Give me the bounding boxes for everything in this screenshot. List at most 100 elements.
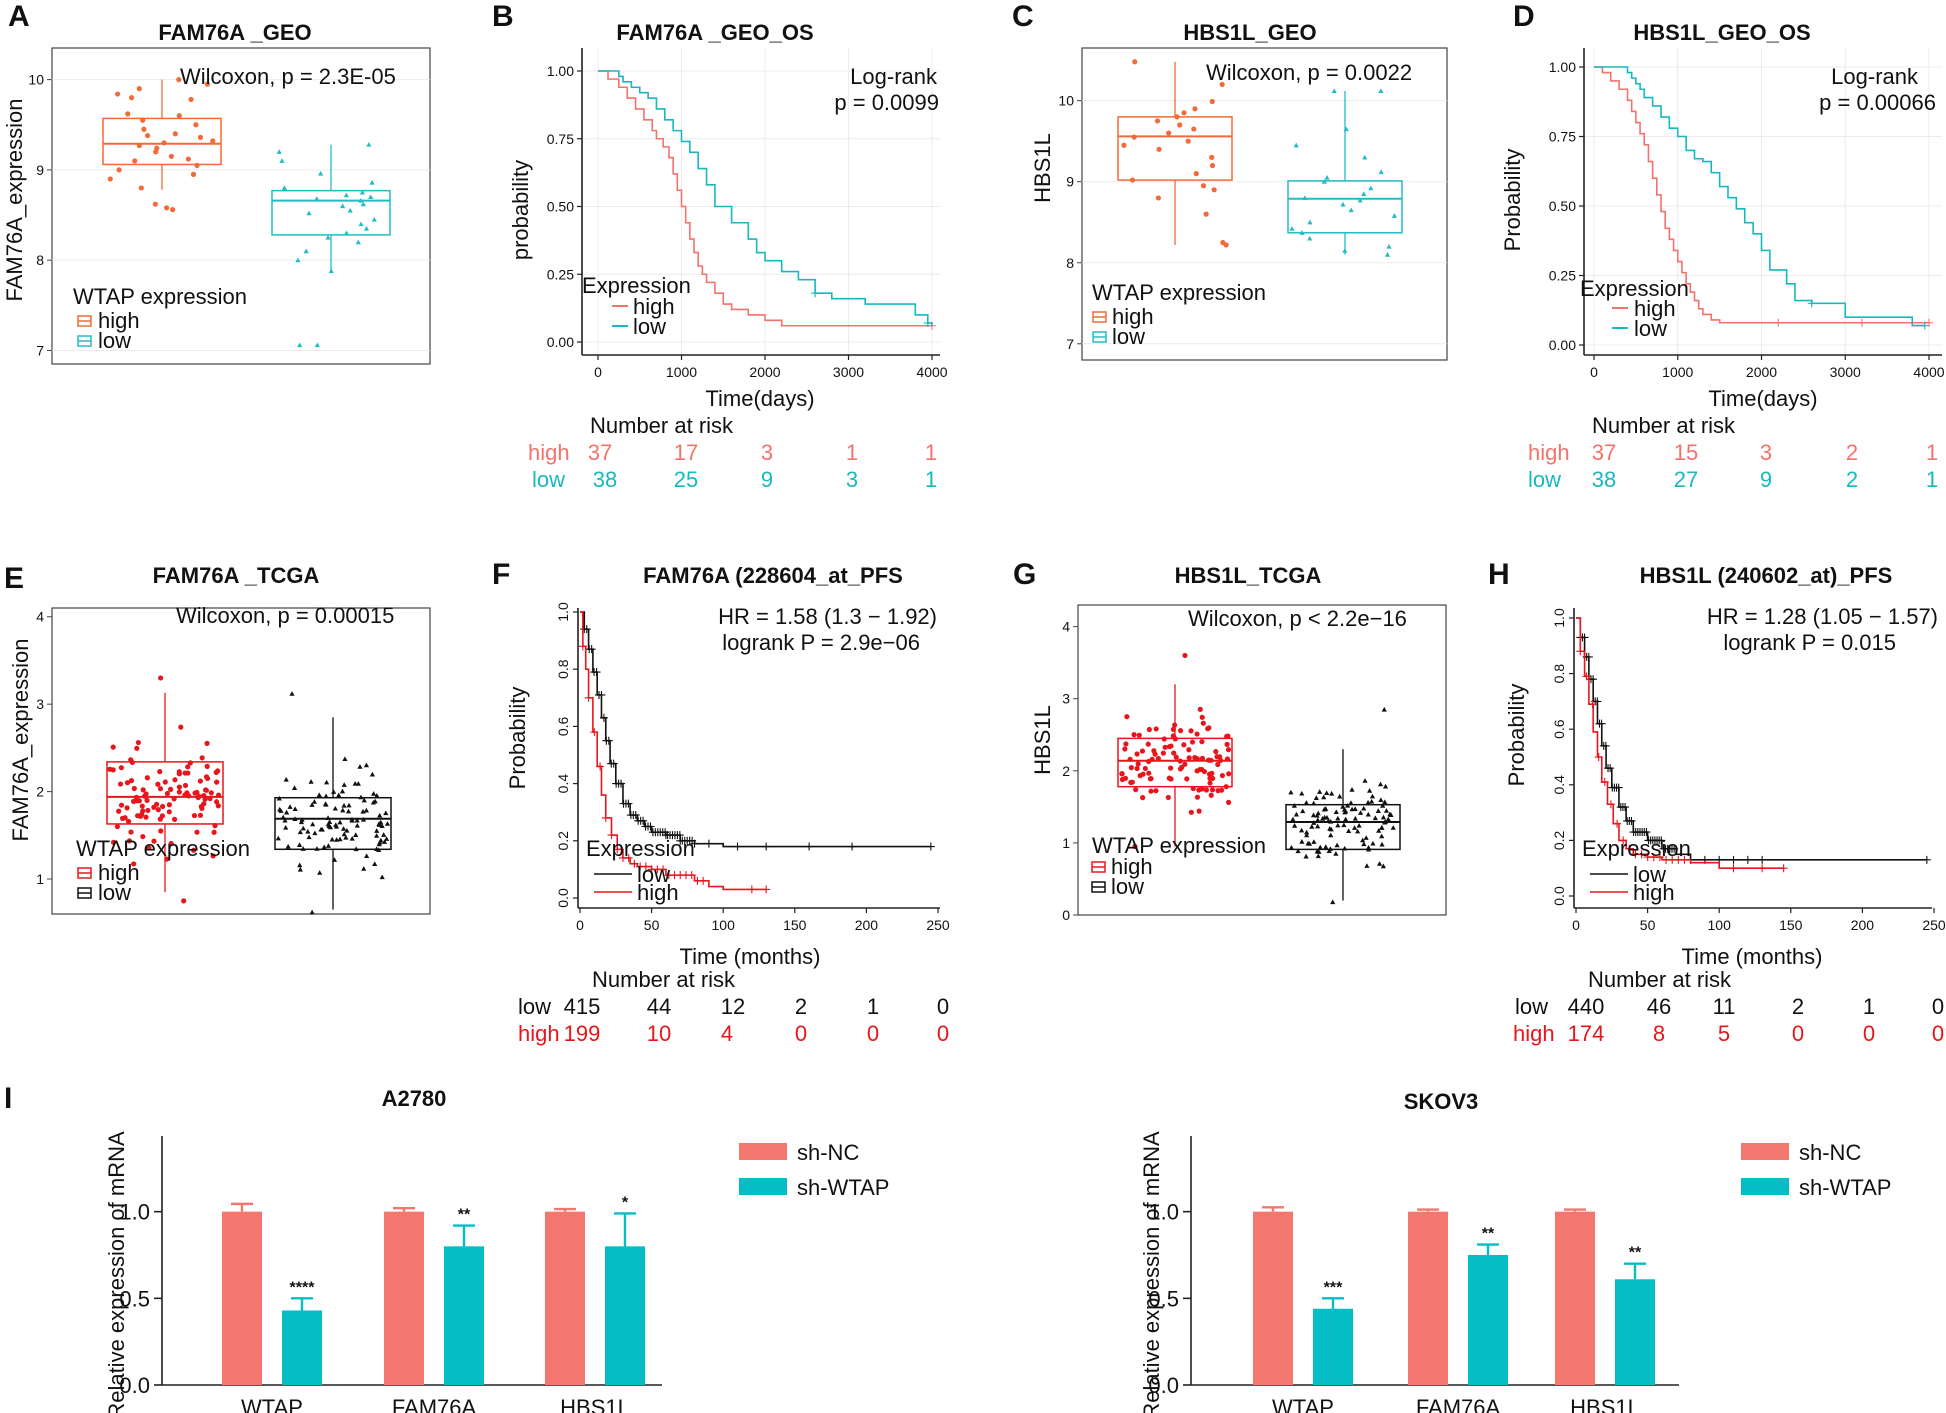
data-point: [136, 142, 142, 149]
panel-i-ylabel: Relative expression of mRNA: [104, 1131, 129, 1413]
data-point: [276, 795, 282, 801]
censor-mark: [1613, 819, 1622, 828]
data-point: [369, 771, 376, 777]
panel-e-stat: Wilcoxon, p = 0.00015: [176, 603, 394, 628]
data-point: [1311, 839, 1317, 844]
panel-letter-e: E: [4, 562, 24, 595]
data-point: [170, 207, 176, 213]
data-point: [284, 809, 290, 815]
data-point: [1188, 809, 1194, 815]
data-point: [358, 794, 364, 800]
data-point: [1223, 242, 1229, 248]
censor-mark: [1619, 836, 1628, 845]
data-point: [135, 813, 141, 819]
data-point: [1200, 183, 1207, 189]
data-point: [332, 805, 338, 811]
data-point: [164, 856, 170, 862]
data-point: [1299, 839, 1305, 844]
data-point: [1209, 154, 1215, 161]
panel-d-legend-high: high: [1612, 296, 1676, 321]
data-point: [186, 793, 192, 799]
data-point: [199, 755, 205, 761]
censor-mark: [639, 816, 648, 825]
risk-value: 11: [1713, 994, 1736, 1019]
data-point: [355, 239, 361, 245]
data-point: [1379, 825, 1385, 830]
data-point: [325, 815, 331, 820]
data-point: [188, 96, 194, 103]
data-point: [203, 787, 209, 793]
censor-mark: [805, 842, 814, 851]
data-point: [140, 833, 146, 840]
data-point: [1343, 816, 1349, 822]
data-point: [204, 81, 210, 87]
data-point: [141, 126, 147, 132]
data-point: [211, 829, 217, 835]
y-tick-label: 0.00: [1549, 337, 1576, 353]
legend-swatch-sh-wtap: [1741, 1178, 1789, 1195]
data-point: [1380, 803, 1386, 808]
risk-value: 1: [1863, 994, 1875, 1019]
panel-a-legend-title: WTAP expression: [73, 284, 247, 309]
panel-h-ylabel: Probability: [1504, 684, 1529, 787]
data-point: [1128, 765, 1134, 771]
y-tick-label: 10: [28, 72, 44, 88]
data-point: [305, 828, 311, 834]
data-point: [1303, 800, 1309, 805]
data-point: [157, 816, 163, 822]
y-tick-label: 3: [1062, 691, 1070, 707]
data-point: [306, 210, 312, 216]
error-bar: [1477, 1243, 1499, 1255]
data-point: [371, 791, 377, 796]
data-point: [1315, 823, 1321, 829]
data-point: [374, 833, 380, 838]
data-point: [1124, 714, 1130, 720]
censor-mark: [926, 842, 935, 851]
data-point: [1341, 806, 1348, 812]
data-point: [1215, 761, 1221, 768]
data-point: [1219, 81, 1225, 88]
x-tick-label: 2000: [1746, 364, 1777, 380]
data-point: [331, 857, 338, 862]
panel-b-xlabel: Time(days): [705, 386, 814, 411]
censor-mark: [604, 736, 613, 745]
data-point: [1224, 741, 1230, 747]
data-point: [376, 841, 382, 847]
y-tick-label: 0.0: [1551, 886, 1567, 906]
data-point: [1170, 733, 1176, 739]
risk-value: 415: [564, 994, 601, 1019]
data-point: [1189, 739, 1196, 745]
data-point: [178, 724, 184, 730]
data-point: [289, 691, 295, 696]
panel-i-title: SKOV3: [1404, 1089, 1479, 1114]
data-point: [1289, 226, 1295, 231]
data-point: [1360, 837, 1366, 843]
bar-sh-WTAP-FAM76A: [444, 1246, 484, 1385]
data-point: [125, 111, 131, 117]
censor-mark: [704, 839, 713, 848]
data-point: [215, 768, 221, 774]
y-tick-label: 0.6: [555, 716, 571, 736]
data-point: [297, 866, 303, 872]
data-point: [379, 874, 385, 880]
risk-label-high: high: [1528, 440, 1570, 465]
legend-swatch-sh-nc: [1741, 1143, 1789, 1160]
panel-d-legend-low: low: [1612, 316, 1667, 341]
data-point: [342, 756, 348, 762]
data-point: [1156, 146, 1162, 152]
data-point: [210, 853, 216, 859]
data-point: [151, 804, 157, 810]
data-point: [1153, 788, 1159, 794]
data-point: [1387, 811, 1393, 817]
panel-g-legend-title: WTAP expression: [1092, 833, 1266, 858]
data-point: [158, 828, 164, 834]
data-point: [379, 823, 385, 828]
panel-letter-i: I: [4, 1082, 12, 1115]
x-tick-label: 1000: [666, 364, 697, 380]
data-point: [1348, 800, 1354, 805]
data-point: [1173, 754, 1179, 760]
censor-mark: [592, 668, 601, 677]
data-point: [341, 831, 347, 837]
data-point: [297, 342, 303, 348]
box-iqr: [106, 761, 224, 825]
